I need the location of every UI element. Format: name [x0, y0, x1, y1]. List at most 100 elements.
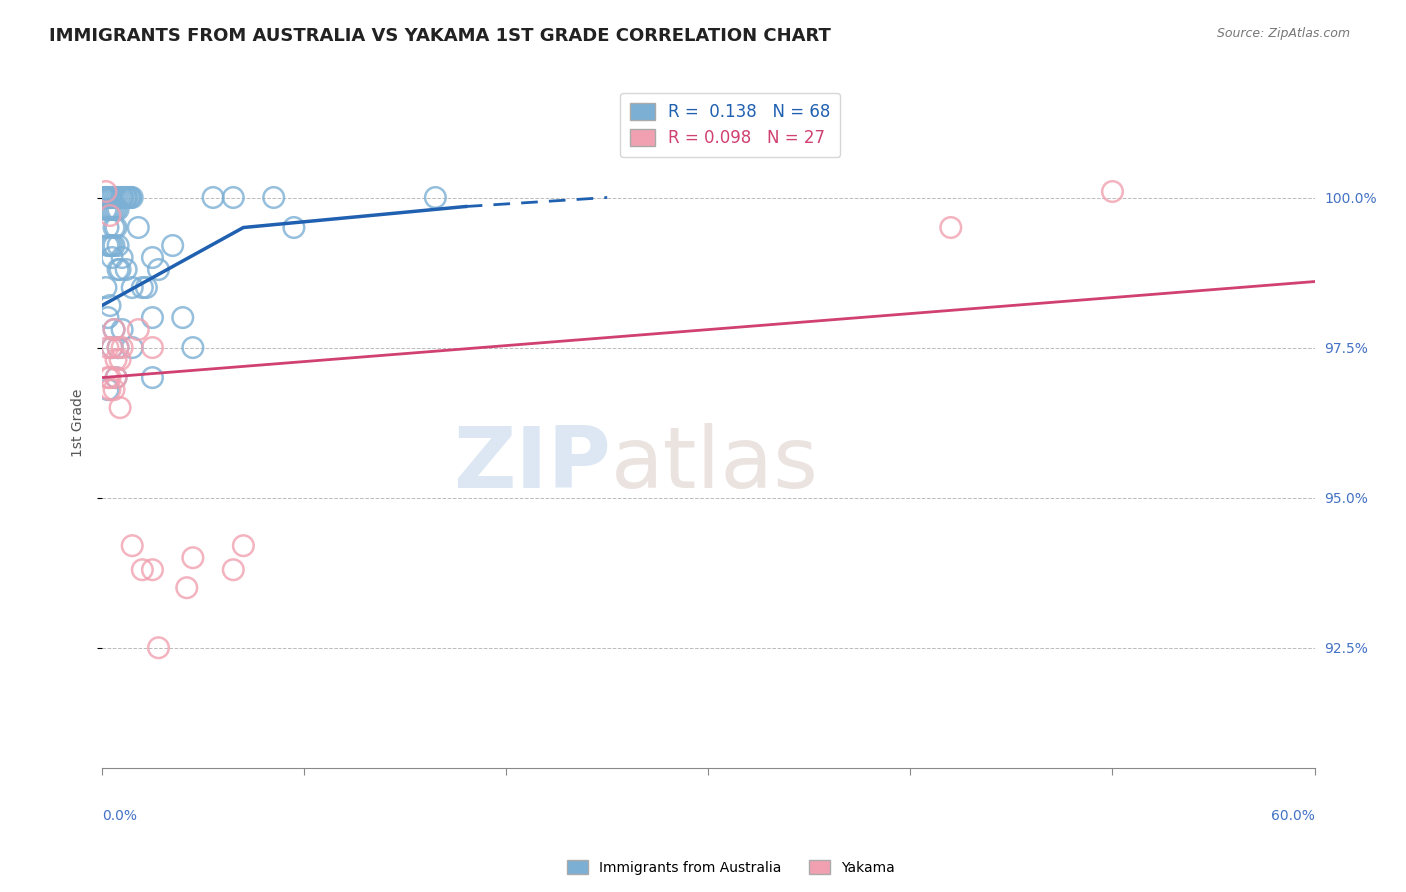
Point [111, 190, 134, 204]
Point [111, 251, 134, 265]
Point [121, 341, 143, 355]
Point [98, 299, 121, 313]
Point [222, 563, 245, 577]
Point [105, 370, 128, 384]
Point [111, 322, 134, 336]
Text: IMMIGRANTS FROM AUSTRALIA VS YAKAMA 1ST GRADE CORRELATION CHART: IMMIGRANTS FROM AUSTRALIA VS YAKAMA 1ST … [49, 27, 831, 45]
Point [232, 539, 254, 553]
Point [115, 190, 138, 204]
Point [141, 310, 163, 325]
Point [112, 190, 135, 204]
Point [97, 310, 120, 325]
Point [108, 352, 131, 367]
Point [202, 190, 225, 204]
Point [425, 190, 447, 204]
Point [105, 202, 128, 217]
Point [141, 341, 163, 355]
Point [97, 190, 120, 204]
Point [117, 190, 139, 204]
Point [101, 341, 124, 355]
Point [105, 220, 128, 235]
Point [101, 341, 124, 355]
Point [283, 220, 305, 235]
Point [103, 220, 125, 235]
Point [103, 190, 125, 204]
Point [101, 190, 124, 204]
Point [108, 190, 131, 204]
Point [107, 190, 129, 204]
Point [97, 220, 120, 235]
Legend: Immigrants from Australia, Yakama: Immigrants from Australia, Yakama [561, 855, 901, 880]
Point [107, 341, 129, 355]
Point [131, 280, 153, 294]
Point [94, 280, 117, 294]
Legend: R =  0.138   N = 68, R = 0.098   N = 27: R = 0.138 N = 68, R = 0.098 N = 27 [620, 93, 841, 157]
Point [108, 401, 131, 415]
Point [121, 280, 143, 294]
Point [121, 539, 143, 553]
Point [98, 383, 121, 397]
Point [98, 370, 121, 384]
Point [120, 190, 142, 204]
Point [141, 563, 163, 577]
Point [97, 190, 120, 204]
Point [103, 383, 125, 397]
Point [94, 202, 117, 217]
Point [131, 563, 153, 577]
Point [103, 202, 125, 217]
Point [141, 370, 163, 384]
Text: ZIP: ZIP [454, 423, 612, 506]
Point [263, 190, 285, 204]
Point [107, 341, 129, 355]
Point [120, 190, 142, 204]
Y-axis label: 1st Grade: 1st Grade [72, 388, 86, 457]
Point [172, 310, 194, 325]
Point [141, 251, 163, 265]
Point [181, 550, 204, 565]
Point [181, 341, 204, 355]
Text: atlas: atlas [612, 423, 820, 506]
Point [1101, 185, 1123, 199]
Point [98, 238, 121, 252]
Point [222, 190, 245, 204]
Point [103, 322, 125, 336]
Point [97, 202, 120, 217]
Point [97, 383, 120, 397]
Point [101, 202, 124, 217]
Point [108, 262, 131, 277]
Point [98, 190, 121, 204]
Point [162, 238, 184, 252]
Point [127, 220, 149, 235]
Point [97, 341, 120, 355]
Point [107, 262, 129, 277]
Point [103, 322, 125, 336]
Point [105, 190, 128, 204]
Point [94, 185, 117, 199]
Point [94, 190, 117, 204]
Point [111, 190, 134, 204]
Point [127, 322, 149, 336]
Point [939, 220, 962, 235]
Point [103, 238, 125, 252]
Point [148, 262, 170, 277]
Point [107, 238, 129, 252]
Point [101, 238, 124, 252]
Point [115, 190, 138, 204]
Point [111, 341, 134, 355]
Point [101, 251, 124, 265]
Point [107, 202, 129, 217]
Point [93, 190, 115, 204]
Point [94, 190, 117, 204]
Text: 0.0%: 0.0% [101, 809, 136, 823]
Point [105, 370, 128, 384]
Text: Source: ZipAtlas.com: Source: ZipAtlas.com [1216, 27, 1350, 40]
Point [98, 190, 121, 204]
Point [148, 640, 170, 655]
Point [98, 202, 121, 217]
Point [135, 280, 157, 294]
Point [97, 370, 120, 384]
Point [105, 352, 128, 367]
Point [115, 262, 138, 277]
Point [98, 209, 121, 223]
Text: 60.0%: 60.0% [1271, 809, 1315, 823]
